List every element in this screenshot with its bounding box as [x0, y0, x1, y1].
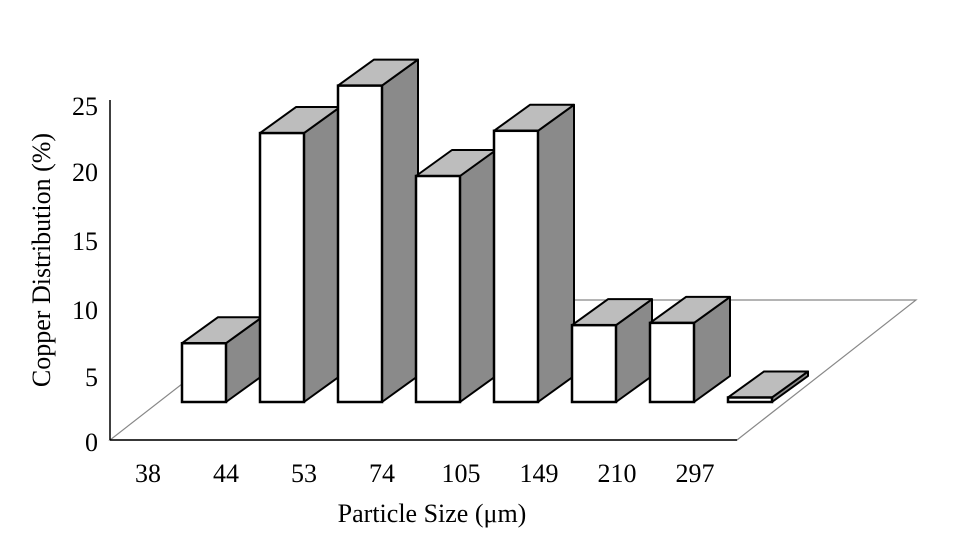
- bar-front: [258, 131, 306, 404]
- y-tick-label: 20: [72, 158, 98, 187]
- x-tick-label: 297: [676, 459, 715, 488]
- bar-side: [303, 106, 341, 403]
- bar: [414, 149, 497, 404]
- chart-bars: [180, 58, 809, 404]
- chart-axes: [109, 100, 737, 441]
- bar-front: [180, 341, 228, 404]
- x-tick-label: 105: [442, 459, 481, 488]
- x-tick-label: 53: [291, 459, 317, 488]
- y-tick-label: 25: [72, 92, 98, 121]
- bar: [336, 58, 419, 404]
- bar: [648, 295, 731, 404]
- bar-side: [459, 149, 497, 403]
- y-tick-label: 15: [72, 227, 98, 256]
- x-tick-labels: 38 44 53 74 105 149 210 297: [135, 459, 715, 488]
- bar: [570, 298, 653, 404]
- bar-front: [336, 84, 384, 404]
- bar-front: [414, 174, 462, 404]
- bar-side: [537, 103, 575, 403]
- bar-front: [726, 396, 774, 404]
- bar: [726, 370, 809, 404]
- x-axis-label: Particle Size (μm): [338, 499, 527, 528]
- y-axis-label: Copper Distribution (%): [27, 133, 56, 387]
- bar: [492, 103, 575, 404]
- bar: [258, 106, 341, 404]
- x-tick-label: 44: [213, 459, 239, 488]
- y-tick-labels: 0 5 10 15 20 25: [72, 92, 98, 457]
- y-tick-label: 5: [85, 363, 98, 392]
- bar: [180, 316, 263, 404]
- x-tick-label: 74: [369, 459, 395, 488]
- bar-front: [648, 321, 696, 404]
- y-tick-label: 10: [72, 296, 98, 325]
- x-tick-label: 38: [135, 459, 161, 488]
- y-tick-label: 0: [85, 428, 98, 457]
- x-tick-label: 149: [520, 459, 559, 488]
- bar-side: [381, 58, 419, 403]
- bar-front: [570, 323, 618, 404]
- x-tick-label: 210: [598, 459, 637, 488]
- bar-front: [492, 129, 540, 404]
